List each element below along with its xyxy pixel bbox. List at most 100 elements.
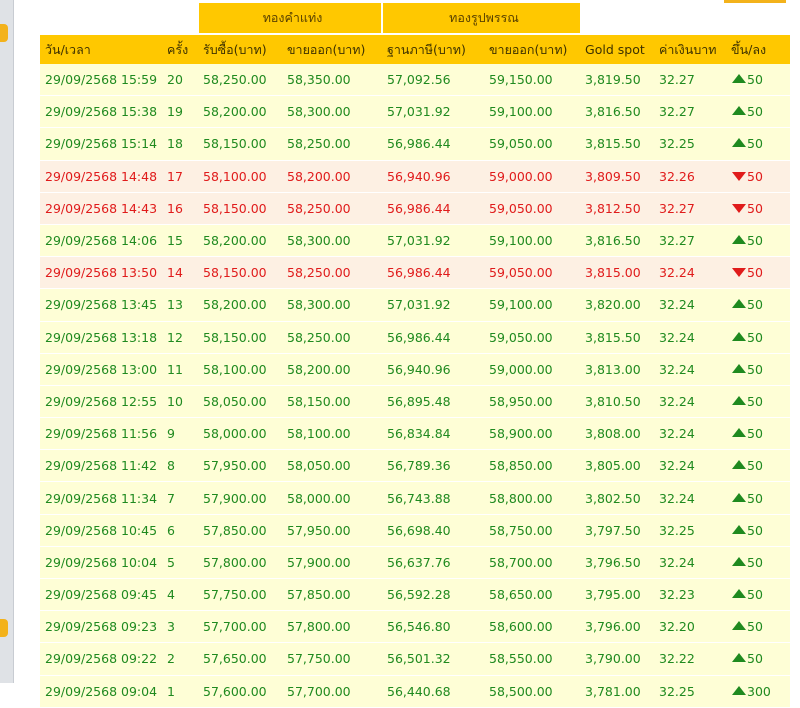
cell-change: 50	[726, 256, 791, 290]
triangle-up-icon	[732, 492, 747, 502]
cell-bar-buy: 58,200.00	[198, 224, 282, 258]
cell-tax-base: 56,986.44	[382, 256, 485, 290]
cell-gold-spot: 3,815.50	[580, 127, 655, 161]
cell-round: 6	[162, 514, 198, 547]
table-row: 29/09/2568 15:38 19 58,200.00 58,300.00 57,0…	[40, 95, 791, 129]
cell-ornament-sell: 59,000.00	[484, 160, 581, 193]
cell-bar-buy: 57,600.00	[198, 675, 282, 708]
cell-round: 18	[162, 127, 198, 161]
table-row: 29/09/2568 10:45 6 57,850.00 57,950.00 56,69…	[40, 514, 791, 547]
cell-datetime: 29/09/2568 14:43	[40, 192, 162, 225]
cell-round: 3	[162, 610, 198, 644]
cell-datetime: 29/09/2568 10:04	[40, 546, 162, 580]
change-value: 300	[747, 683, 771, 699]
cell-gold-spot: 3,781.00	[580, 675, 655, 708]
cell-bar-sell: 58,300.00	[282, 95, 383, 129]
cell-change: 50	[726, 481, 791, 515]
cell-thb-rate: 32.27	[654, 192, 727, 225]
cell-thb-rate: 32.24	[654, 481, 727, 515]
cell-bar-sell: 58,250.00	[282, 127, 383, 161]
cell-ornament-sell: 58,650.00	[484, 578, 581, 612]
table-row: 29/09/2568 15:14 18 58,150.00 58,250.00 56,9…	[40, 127, 791, 161]
cell-bar-sell: 58,250.00	[282, 321, 383, 354]
cell-gold-spot: 3,796.00	[580, 610, 655, 644]
side-tab-marker[interactable]	[0, 619, 8, 637]
cell-bar-buy: 57,700.00	[198, 610, 282, 644]
group-gold-bar: ทองคำแท่ง	[196, 3, 383, 34]
cell-tax-base: 57,092.56	[382, 64, 485, 97]
cell-change: 50	[726, 417, 791, 451]
cell-change: 50	[726, 160, 791, 193]
cell-bar-buy: 57,650.00	[198, 642, 282, 676]
cell-gold-spot: 3,790.00	[580, 642, 655, 676]
cell-gold-spot: 3,795.00	[580, 578, 655, 612]
cell-round: 16	[162, 192, 198, 225]
cell-thb-rate: 32.24	[654, 385, 727, 419]
cell-gold-spot: 3,796.50	[580, 546, 655, 580]
triangle-up-icon	[732, 460, 747, 470]
cell-change: 50	[726, 514, 791, 547]
cell-round: 17	[162, 160, 198, 193]
table-row: 29/09/2568 09:23 3 57,700.00 57,800.00 56,54…	[40, 610, 791, 644]
col-header-tax-base[interactable]: ฐานภาษี(บาท)	[382, 33, 485, 64]
cell-ornament-sell: 59,000.00	[484, 353, 581, 386]
triangle-up-icon	[732, 395, 747, 405]
triangle-up-icon	[732, 138, 747, 148]
cell-bar-buy: 58,200.00	[198, 95, 282, 129]
cell-tax-base: 56,789.36	[382, 449, 485, 483]
triangle-up-icon	[732, 524, 747, 534]
col-header-change[interactable]: ขึ้น/ลง	[726, 33, 791, 64]
col-header-bar-sell[interactable]: ขายออก(บาท)	[282, 33, 383, 64]
col-header-gold-spot[interactable]: Gold spot	[580, 33, 655, 64]
cell-bar-buy: 57,750.00	[198, 578, 282, 612]
cell-bar-sell: 58,200.00	[282, 160, 383, 193]
col-header-thb-rate[interactable]: ค่าเงินบาท	[654, 33, 727, 64]
cell-thb-rate: 32.27	[654, 64, 727, 97]
cell-round: 8	[162, 449, 198, 483]
table-row: 29/09/2568 12:55 10 58,050.00 58,150.00 56,8…	[40, 385, 791, 419]
cell-round: 4	[162, 578, 198, 612]
cell-bar-sell: 57,850.00	[282, 578, 383, 612]
cell-datetime: 29/09/2568 13:45	[40, 288, 162, 322]
cell-datetime: 29/09/2568 15:59	[40, 64, 162, 97]
cell-tax-base: 56,940.96	[382, 160, 485, 193]
cell-bar-buy: 58,250.00	[198, 64, 282, 97]
top-tab-marker[interactable]	[724, 0, 786, 3]
cell-gold-spot: 3,820.00	[580, 288, 655, 322]
col-header-round[interactable]: ครั้ง	[162, 33, 198, 64]
cell-round: 13	[162, 288, 198, 322]
cell-datetime: 29/09/2568 09:22	[40, 642, 162, 676]
cell-bar-buy: 58,050.00	[198, 385, 282, 419]
cell-bar-buy: 57,900.00	[198, 481, 282, 515]
change-value: 50	[747, 522, 763, 538]
table-row: 29/09/2568 11:56 9 58,000.00 58,100.00 56,83…	[40, 417, 791, 451]
cell-thb-rate: 32.27	[654, 95, 727, 129]
change-value: 50	[747, 361, 763, 377]
table-row: 29/09/2568 14:06 15 58,200.00 58,300.00 57,0…	[40, 224, 791, 258]
cell-change: 50	[726, 642, 791, 676]
cell-round: 10	[162, 385, 198, 419]
col-header-bar-buy[interactable]: รับซื้อ(บาท)	[198, 33, 282, 64]
cell-datetime: 29/09/2568 12:55	[40, 385, 162, 419]
cell-gold-spot: 3,819.50	[580, 64, 655, 97]
triangle-down-icon	[732, 203, 747, 213]
triangle-up-icon	[732, 331, 747, 341]
col-header-ornament-sell[interactable]: ขายออก(บาท)	[484, 33, 581, 64]
cell-round: 11	[162, 353, 198, 386]
cell-datetime: 29/09/2568 09:45	[40, 578, 162, 612]
cell-datetime: 29/09/2568 11:34	[40, 481, 162, 515]
group-gold-ornament: ทองรูปพรรณ	[381, 3, 581, 34]
change-value: 50	[747, 426, 763, 442]
side-tab-marker[interactable]	[0, 24, 8, 42]
cell-bar-buy: 57,950.00	[198, 449, 282, 483]
cell-round: 9	[162, 417, 198, 451]
cell-thb-rate: 32.22	[654, 642, 727, 676]
cell-thb-rate: 32.24	[654, 256, 727, 290]
cell-gold-spot: 3,805.00	[580, 449, 655, 483]
cell-bar-buy: 57,800.00	[198, 546, 282, 580]
table-row: 29/09/2568 14:43 16 58,150.00 58,250.00 56,9…	[40, 192, 791, 225]
cell-thb-rate: 32.20	[654, 610, 727, 644]
cell-bar-sell: 57,900.00	[282, 546, 383, 580]
col-header-datetime[interactable]: วัน/เวลา	[40, 33, 162, 64]
table-row: 29/09/2568 09:04 1 57,600.00 57,700.00 56,44…	[40, 675, 791, 708]
